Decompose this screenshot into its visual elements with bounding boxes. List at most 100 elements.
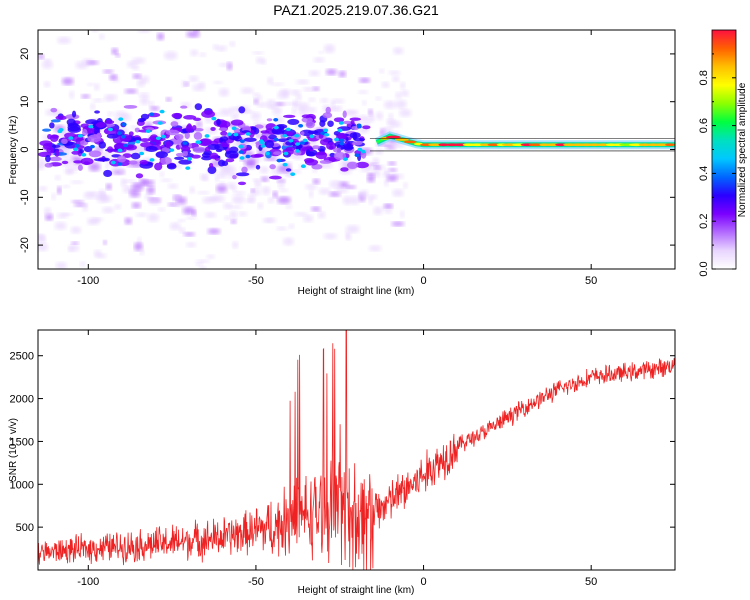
- spectrogram-cell: [219, 181, 225, 187]
- spectrogram-cell: [269, 164, 276, 170]
- spectrogram-cell: [198, 81, 206, 88]
- spectrogram-cell: [252, 51, 264, 55]
- spectrogram-cell: [309, 134, 315, 139]
- spectrogram-cell: [319, 162, 333, 169]
- spectrogram-cell: [57, 36, 71, 44]
- spectrogram-cell: [50, 107, 58, 113]
- spectrogram-cell: [199, 52, 207, 57]
- y-tick-label: -20: [19, 237, 31, 253]
- snr-panel: -100 -50 0 50 500 1000 1500 2000 2500 Height of …: [8, 329, 676, 596]
- spectrogram-cell: [232, 175, 237, 180]
- spectrogram-cell: [207, 166, 217, 175]
- spectrogram-cell: [96, 132, 102, 139]
- spectrogram-cell: [300, 131, 305, 136]
- spectrogram-cell: [388, 113, 394, 120]
- spectrogram-cell: [330, 98, 345, 104]
- spectrogram-cell: [344, 109, 359, 116]
- spectrogram-cell: [218, 127, 228, 132]
- spectrogram-cell: [300, 164, 306, 169]
- spectrogram-cell: [83, 145, 93, 153]
- spectrogram-cell: [165, 140, 171, 149]
- spectrogram-cell: [99, 33, 105, 40]
- spectrogram-cell: [257, 95, 263, 101]
- spectrogram-cell: [233, 132, 239, 137]
- spectrogram-cell: [290, 89, 301, 96]
- spectrogram-cell: [259, 166, 269, 174]
- spectrogram-cell: [108, 94, 118, 101]
- spectrogram-cell: [160, 134, 166, 139]
- spectrogram-cell: [69, 90, 75, 99]
- spectrogram-cell: [350, 120, 355, 125]
- spectrogram-cell: [102, 206, 115, 214]
- spectrogram-cell: [139, 96, 150, 105]
- spectrogram-cell: [257, 202, 264, 209]
- spectrogram-cell: [339, 138, 345, 143]
- spectrogram-cell: [186, 242, 197, 248]
- spectrogram-cell: [89, 144, 95, 149]
- spectrogram-cell: [345, 225, 360, 233]
- spectrogram-cell: [400, 82, 406, 90]
- trace-peak: [555, 143, 567, 147]
- trace-peak: [597, 143, 609, 147]
- spectrogram-cell: [273, 117, 279, 122]
- spectrogram-cell: [86, 82, 95, 86]
- spectrogram-cell: [220, 131, 228, 136]
- spectrogram-cell: [46, 147, 55, 154]
- spectrogram-cell: [66, 166, 74, 175]
- spectrogram-cell: [320, 98, 329, 103]
- spectrogram-cell: [139, 151, 145, 156]
- trace-peak: [587, 143, 602, 147]
- colorbar-ticks: 0.0 0.2 0.4 0.6 0.8: [698, 53, 736, 277]
- spectrogram-cell: [157, 207, 166, 212]
- spectrogram-cell: [225, 167, 237, 175]
- spectrogram-cell: [124, 217, 132, 225]
- spectrogram-cell: [400, 210, 405, 218]
- spectrogram-cell: [62, 77, 74, 86]
- spectrogram-cell: [79, 148, 84, 154]
- spectrogram-cell: [123, 143, 129, 148]
- y-tick-label: 2000: [10, 394, 34, 406]
- spectrogram-cell: [192, 124, 197, 131]
- spectrogram-cell: [139, 159, 149, 165]
- spectrogram-cell: [226, 182, 237, 189]
- spectrogram-cell: [169, 148, 175, 152]
- spectrogram-cell: [287, 118, 300, 125]
- spectrogram-cell: [131, 182, 144, 191]
- spectrogram-cell: [57, 186, 62, 195]
- colorbar-tick-label: 0.4: [698, 166, 710, 181]
- spectrogram-cell: [85, 119, 99, 125]
- spectrogram-cell: [140, 138, 150, 143]
- spectrogram-cell: [119, 166, 124, 174]
- spectrogram-cell: [342, 157, 348, 161]
- spectrogram-cell: [315, 151, 328, 160]
- spectrogram-cell: [139, 248, 145, 256]
- spectrogram-cell: [138, 92, 150, 98]
- spectrogram-cell: [305, 121, 315, 129]
- spectrogram-cell: [68, 136, 74, 140]
- spectrogram-y-axis-label: Frequency (Hz): [8, 116, 19, 185]
- spectrogram-cell: [163, 51, 178, 60]
- spectrogram-cell: [215, 148, 223, 153]
- spectrogram-cell: [131, 202, 141, 209]
- spectrogram-cell: [253, 92, 260, 98]
- spectrogram-cell: [107, 127, 113, 132]
- spectrogram-cell: [328, 191, 341, 197]
- spectrogram-cell: [185, 124, 193, 133]
- spectrogram-cell: [261, 186, 271, 196]
- spectrogram-cell: [285, 127, 291, 132]
- spectrogram-cell: [117, 155, 127, 163]
- spectrogram-cell: [288, 138, 294, 143]
- spectrogram-cell: [267, 77, 274, 85]
- spectrogram-cell: [298, 106, 308, 116]
- spectrogram-cell: [88, 124, 94, 129]
- spectrogram-cell: [359, 115, 368, 122]
- spectrogram-cell: [384, 209, 393, 214]
- spectrogram-cell: [322, 112, 333, 119]
- spectrogram-cell: [49, 156, 62, 162]
- spectrogram-cell: [229, 205, 243, 209]
- snr-ticks: -100 -50 0 50 500 1000 1500 2000 2500: [10, 330, 675, 588]
- spectrogram-cell: [114, 204, 122, 210]
- x-tick-label: 0: [420, 275, 426, 287]
- spectrogram-cell: [319, 272, 331, 276]
